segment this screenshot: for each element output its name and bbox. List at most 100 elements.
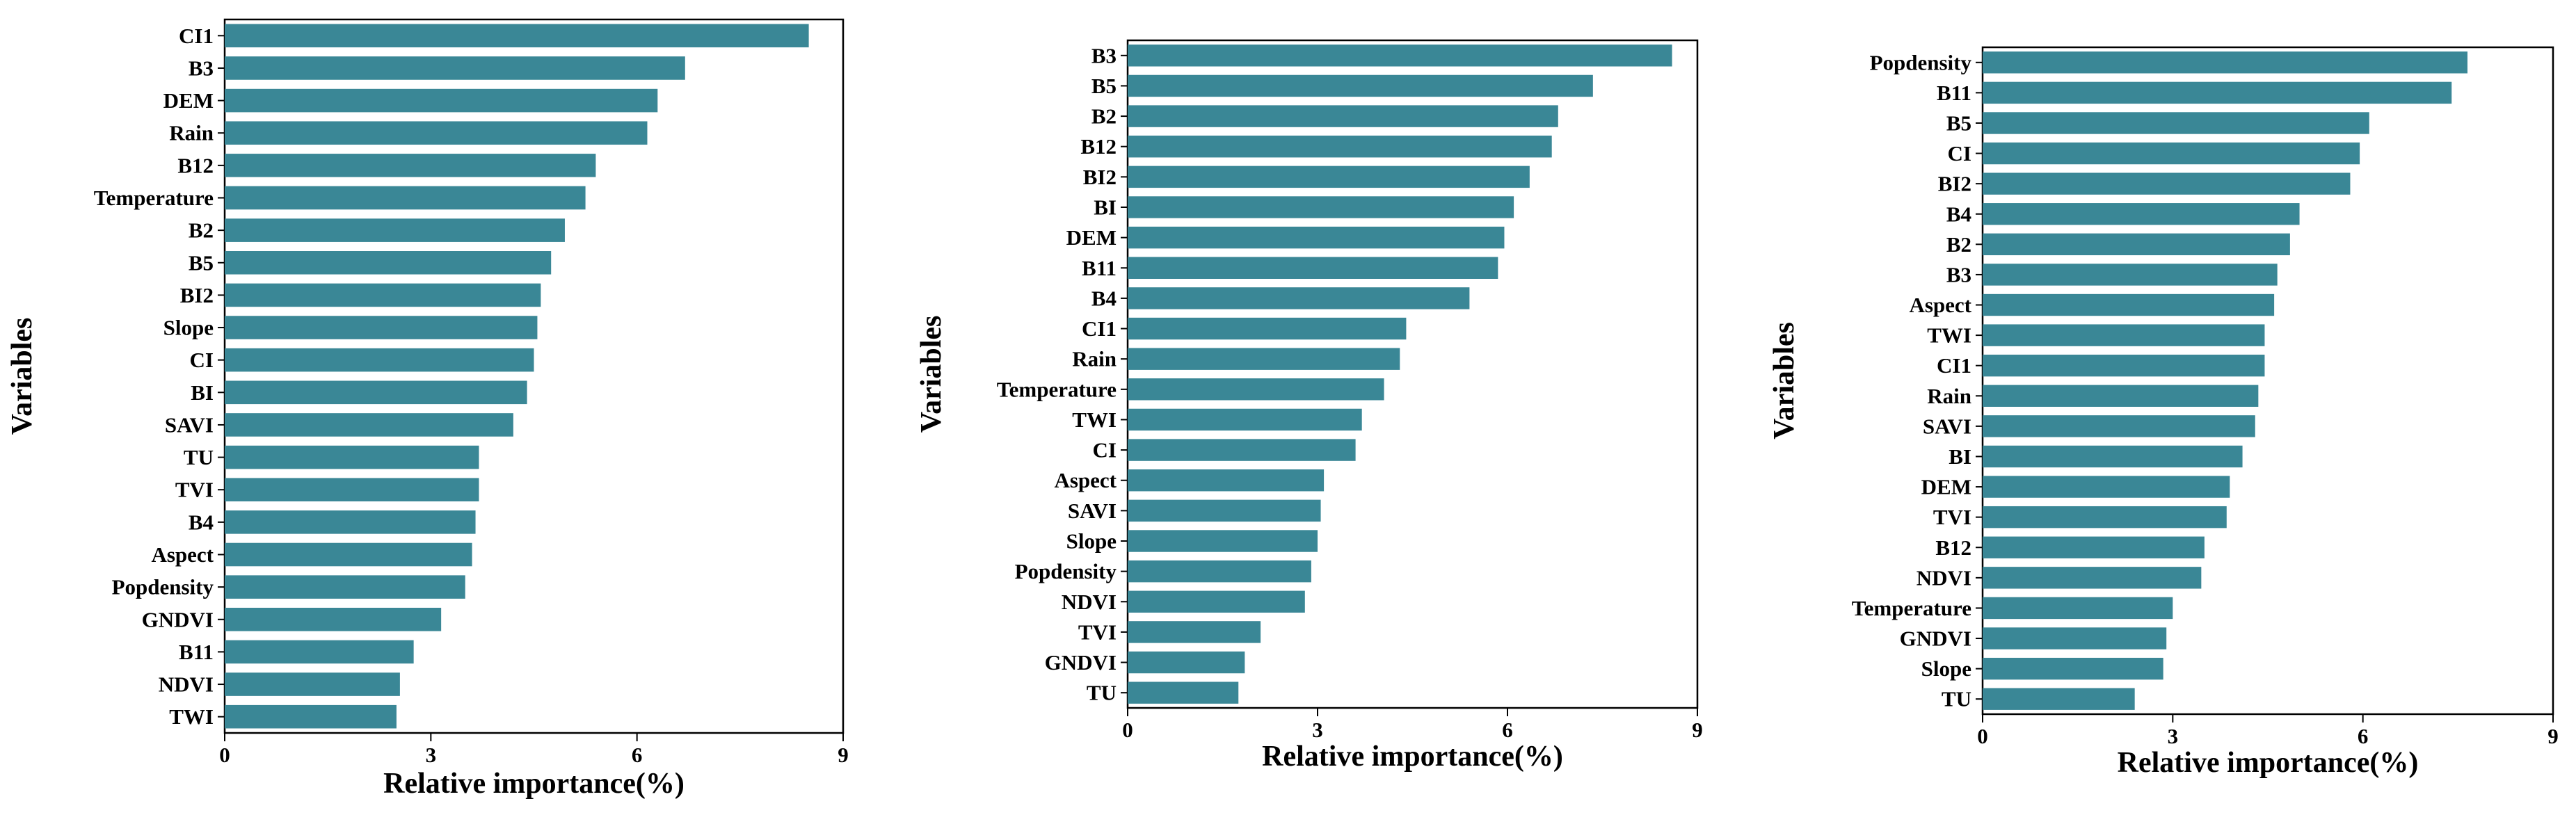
category-label: DEM — [1066, 225, 1117, 250]
category-label: Slope — [1066, 529, 1117, 554]
category-label: NDVI — [1917, 565, 1971, 590]
category-label: Slope — [163, 316, 214, 340]
category-label: B4 — [189, 510, 214, 534]
bar-ci1 — [225, 24, 809, 48]
bar-twi — [1983, 324, 2265, 346]
bar-b5 — [225, 250, 552, 275]
x-axis-label: Relative importance(%) — [1262, 741, 1563, 773]
x-tick-label: 9 — [838, 743, 849, 767]
bar-dem — [225, 88, 658, 113]
bar-savi — [1128, 499, 1321, 522]
bar-savi — [1983, 415, 2255, 437]
bar-tu — [1128, 681, 1239, 704]
bar-dem — [1128, 226, 1505, 249]
bar-bi — [1983, 445, 2243, 468]
bar-bi2 — [225, 283, 541, 307]
bar-bi2 — [1128, 166, 1530, 188]
category-label: B4 — [1091, 286, 1117, 310]
chart-1: CI1 B3 DEM Rain B12 Temperature B2 B5 BI2 Slope CI… — [6, 18, 849, 800]
plot-frame — [1126, 39, 1699, 709]
bar-ci — [1128, 439, 1356, 461]
category-label: Aspect — [151, 542, 214, 567]
category-label: BI2 — [1083, 165, 1117, 189]
category-label: CI — [1093, 438, 1117, 462]
bar-slope — [1983, 657, 2163, 680]
category-label: TWI — [1927, 323, 1971, 348]
category-label: Rain — [169, 121, 214, 145]
category-label: B11 — [1937, 81, 1971, 105]
bar-popdensity — [1983, 51, 2467, 74]
category-label: B3 — [1946, 262, 1971, 287]
category-label: B3 — [189, 56, 214, 80]
bar-gndvi — [1128, 651, 1245, 674]
x-tick-label: 3 — [426, 743, 437, 767]
bar-b4 — [1983, 203, 2300, 225]
category-label: B2 — [1091, 104, 1117, 129]
category-label: B12 — [177, 153, 214, 177]
x-tick-label: 0 — [1977, 724, 1988, 748]
y-axis-label: Variables — [1768, 322, 1800, 439]
category-label: TU — [1087, 681, 1117, 705]
bar-twi — [1128, 408, 1362, 431]
category-label: B2 — [1946, 232, 1971, 257]
bar-aspect — [225, 542, 472, 567]
y-axis-label: Variables — [915, 316, 947, 433]
category-label: Temperature — [997, 377, 1117, 401]
x-tick-label: 0 — [219, 743, 230, 767]
category-label: B11 — [1082, 256, 1117, 280]
category-label: Rain — [1927, 384, 1971, 408]
category-label: Aspect — [1054, 468, 1117, 492]
category-label: CI1 — [1082, 316, 1117, 341]
category-label: Temperature — [94, 186, 214, 210]
category-label: CI1 — [179, 24, 214, 48]
bar-bi — [1128, 196, 1514, 218]
category-label: BI2 — [180, 283, 214, 307]
category-label: Popdensity — [1015, 559, 1117, 583]
bar-ci — [1983, 142, 2360, 165]
category-label: TVI — [175, 478, 214, 502]
bar-temperature — [225, 186, 586, 210]
category-label: BI — [1949, 444, 1971, 469]
x-tick-label: 6 — [632, 743, 643, 767]
category-label: GNDVI — [142, 607, 214, 631]
bar-rain — [225, 121, 648, 145]
category-label: SAVI — [1068, 499, 1117, 523]
bar-temperature — [1983, 597, 2173, 620]
x-tick-label: 9 — [2547, 724, 2559, 748]
category-label: B11 — [179, 640, 214, 664]
category-label: B4 — [1946, 202, 1971, 226]
bar-rain — [1983, 385, 2259, 407]
category-label: B5 — [1946, 111, 1971, 135]
bar-b2 — [225, 218, 565, 242]
bar-b12 — [1128, 136, 1552, 158]
bar-bi — [225, 380, 527, 405]
chart-2: B3 B5 B2 B12 BI2 BI DEM B11 B4 CI1 Rain Temperature… — [915, 39, 1703, 773]
bar-tvi — [1128, 621, 1261, 643]
category-label: CI1 — [1937, 353, 1971, 378]
bar-b3 — [1983, 264, 2278, 286]
category-label: B12 — [1080, 134, 1117, 159]
bar-b11 — [1128, 257, 1498, 279]
bar-rain — [1128, 348, 1400, 370]
x-axis-label: Relative importance(%) — [383, 768, 685, 800]
category-label: TVI — [1078, 620, 1117, 644]
bar-b2 — [1983, 233, 2290, 256]
bar-ndvi — [1983, 567, 2202, 589]
category-label: SAVI — [1923, 414, 1971, 438]
bar-tu — [1983, 688, 2135, 710]
bar-gndvi — [225, 607, 442, 631]
bar-temperature — [1128, 378, 1384, 401]
category-label: Slope — [1921, 656, 1971, 681]
bar-bi2 — [1983, 172, 2351, 195]
chart-3: Popdensity B11 B5 CI BI2 B4 B2 B3 Aspect TWI CI1 Ra… — [1768, 46, 2559, 779]
bar-slope — [225, 316, 538, 339]
category-label: B2 — [189, 218, 214, 243]
category-label: B5 — [189, 250, 214, 275]
category-label: TU — [1942, 687, 1971, 711]
bar-tvi — [225, 478, 479, 502]
category-label: DEM — [163, 88, 214, 113]
category-label: TVI — [1933, 505, 1971, 529]
x-tick-label: 9 — [1692, 718, 1703, 742]
bar-popdensity — [225, 575, 465, 599]
